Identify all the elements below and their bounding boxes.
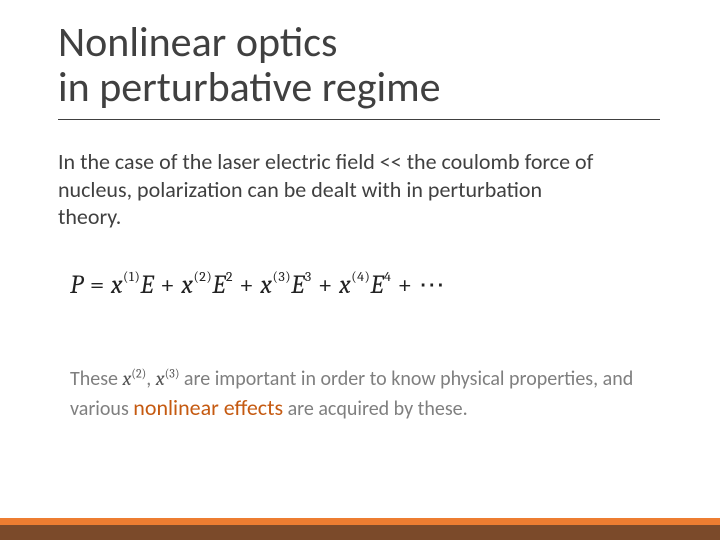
footer-bar bbox=[0, 518, 720, 540]
eq-equals: = bbox=[90, 270, 111, 300]
description-text: These x(2), x(3) are important in order … bbox=[70, 365, 665, 423]
chi-3-sup: (3) bbox=[165, 366, 180, 380]
footer-accent-orange bbox=[0, 518, 720, 525]
title-line-2: in perturbative regime bbox=[58, 62, 441, 113]
footer-accent-brown bbox=[0, 525, 720, 540]
chi-3-inline: x(3) bbox=[156, 367, 180, 390]
eq-terms: x(1)E + x(2)E2 + x(3)E3 + x(4)E4 bbox=[111, 270, 391, 300]
chi-2-inline: x(2) bbox=[123, 367, 147, 390]
slide: Nonlinear optics in perturbative regime … bbox=[0, 0, 720, 540]
slide-title: Nonlinear optics in perturbative regime bbox=[58, 20, 660, 120]
body-text: In the case of the laser electric field … bbox=[58, 148, 600, 231]
desc-sep: , bbox=[146, 367, 156, 391]
desc-prefix: These bbox=[70, 367, 123, 391]
polarization-equation: P = x(1)E + x(2)E2 + x(3)E3 + x(4)E4 + ⋯ bbox=[70, 270, 445, 300]
chi-2-sup: (2) bbox=[131, 366, 146, 380]
desc-suffix: are acquired by these. bbox=[283, 397, 468, 421]
eq-lhs: P bbox=[70, 270, 84, 300]
title-line-1: Nonlinear optics bbox=[58, 17, 337, 68]
eq-trailing: + ⋯ bbox=[398, 270, 446, 300]
desc-highlight: nonlinear effects bbox=[133, 394, 283, 421]
